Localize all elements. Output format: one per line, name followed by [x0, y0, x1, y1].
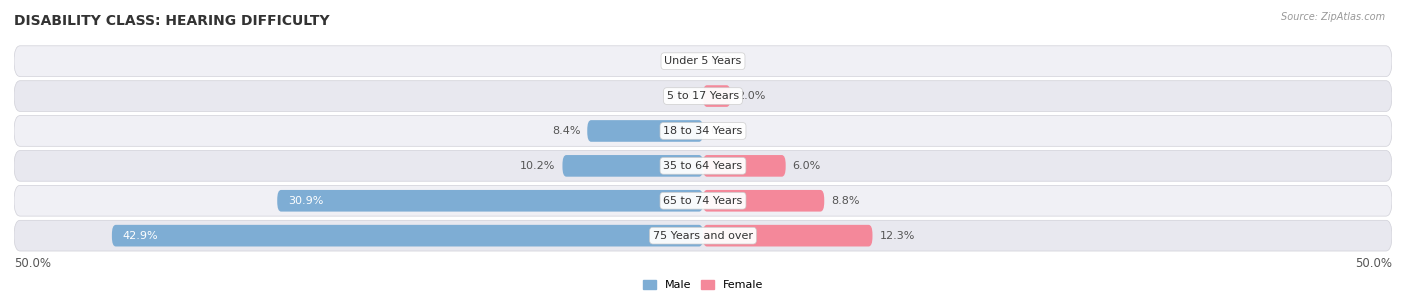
Text: 2.0%: 2.0% — [738, 91, 766, 101]
FancyBboxPatch shape — [14, 81, 1392, 111]
Text: 0.0%: 0.0% — [668, 91, 696, 101]
FancyBboxPatch shape — [14, 116, 1392, 146]
Text: 50.0%: 50.0% — [14, 257, 51, 270]
Text: 0.0%: 0.0% — [710, 56, 738, 66]
Text: Source: ZipAtlas.com: Source: ZipAtlas.com — [1281, 12, 1385, 22]
Text: 12.3%: 12.3% — [879, 231, 915, 241]
Text: 35 to 64 Years: 35 to 64 Years — [664, 161, 742, 171]
FancyBboxPatch shape — [703, 155, 786, 177]
FancyBboxPatch shape — [14, 46, 1392, 76]
FancyBboxPatch shape — [277, 190, 703, 211]
Text: DISABILITY CLASS: HEARING DIFFICULTY: DISABILITY CLASS: HEARING DIFFICULTY — [14, 14, 329, 28]
Text: 6.0%: 6.0% — [793, 161, 821, 171]
Text: Under 5 Years: Under 5 Years — [665, 56, 741, 66]
FancyBboxPatch shape — [562, 155, 703, 177]
FancyBboxPatch shape — [703, 190, 824, 211]
Text: 8.8%: 8.8% — [831, 196, 859, 206]
Text: 8.4%: 8.4% — [553, 126, 581, 136]
FancyBboxPatch shape — [703, 85, 731, 107]
Text: 5 to 17 Years: 5 to 17 Years — [666, 91, 740, 101]
Text: 0.0%: 0.0% — [710, 126, 738, 136]
Text: 75 Years and over: 75 Years and over — [652, 231, 754, 241]
FancyBboxPatch shape — [14, 185, 1392, 216]
Text: 42.9%: 42.9% — [122, 231, 159, 241]
Legend: Male, Female: Male, Female — [638, 275, 768, 295]
Text: 18 to 34 Years: 18 to 34 Years — [664, 126, 742, 136]
FancyBboxPatch shape — [14, 151, 1392, 181]
Text: 10.2%: 10.2% — [520, 161, 555, 171]
FancyBboxPatch shape — [588, 120, 703, 142]
Text: 0.0%: 0.0% — [668, 56, 696, 66]
Text: 65 to 74 Years: 65 to 74 Years — [664, 196, 742, 206]
Text: 50.0%: 50.0% — [1355, 257, 1392, 270]
FancyBboxPatch shape — [112, 225, 703, 247]
Text: 30.9%: 30.9% — [288, 196, 323, 206]
FancyBboxPatch shape — [14, 220, 1392, 251]
FancyBboxPatch shape — [703, 225, 873, 247]
